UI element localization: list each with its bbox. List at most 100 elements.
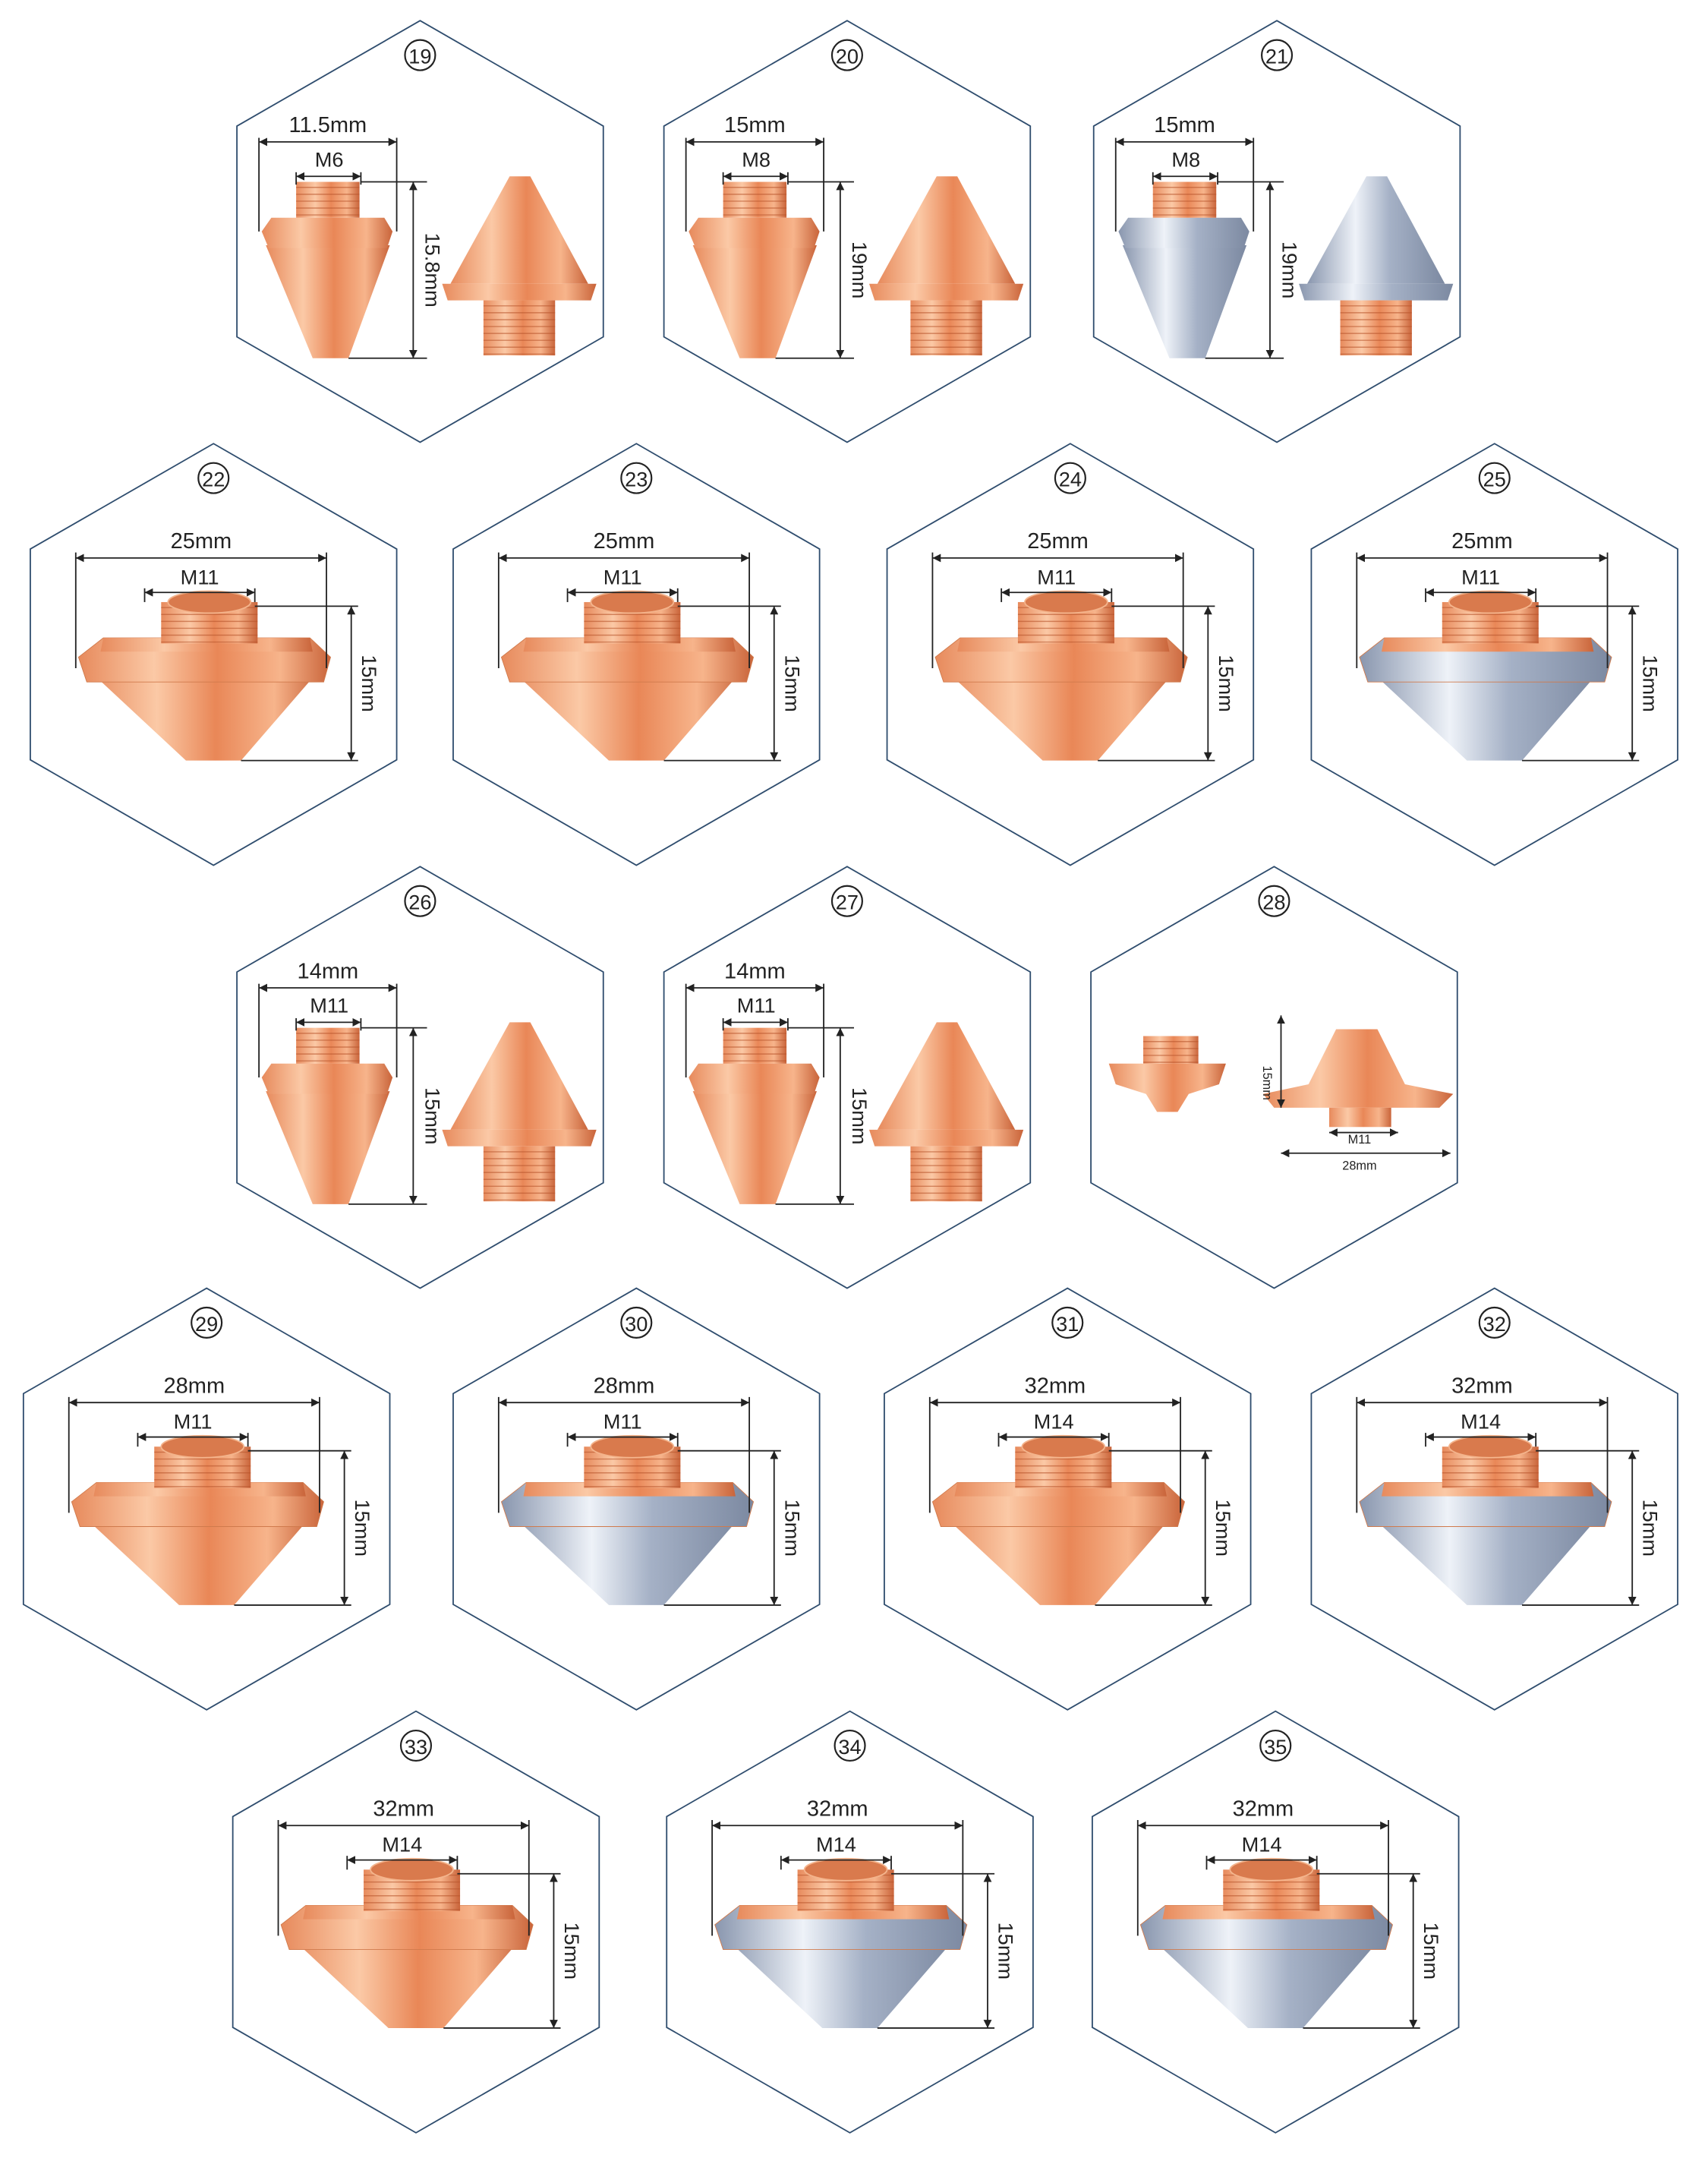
thread-label: M11 [603, 1410, 642, 1434]
hexagon [452, 1287, 821, 1711]
nozzle-card: 20 15mm M8 19mm [663, 20, 1032, 443]
nozzle-card: 29 28mm M11 15mm [22, 1287, 391, 1711]
item-number: 24 [1059, 468, 1082, 491]
height-label: 15mm [1215, 655, 1238, 712]
nozzle-cone [87, 668, 321, 761]
thread-label: M14 [382, 1833, 422, 1856]
hexagon [666, 1710, 1034, 2134]
nozzle-right-flange [868, 1129, 1024, 1147]
nozzle-left-flange [689, 1063, 820, 1094]
number-badge [1051, 1306, 1084, 1339]
number-badge [620, 462, 653, 494]
number-badge [1054, 462, 1086, 494]
item-number: 35 [1264, 1735, 1287, 1759]
width-label: 14mm [724, 959, 786, 983]
nozzle-card: 21 15mm M8 19mm [1092, 20, 1461, 443]
number-badge [197, 462, 230, 494]
nozzle-bore [803, 1857, 888, 1882]
nozzle-left-flange [261, 1063, 393, 1094]
thread-label: M11 [603, 565, 642, 588]
height-label: 15mm [421, 1087, 445, 1145]
height-label: 15mm [1260, 1066, 1274, 1100]
item-number: 21 [1265, 44, 1288, 68]
nozzle-card: 34 32mm M14 15mm [666, 1710, 1034, 2134]
thread-label: M11 [1461, 565, 1500, 588]
nozzle-right-cone [877, 1022, 1016, 1130]
nozzle-cone [723, 1935, 958, 2028]
hexagon [663, 20, 1032, 443]
thread-label: M8 [1171, 148, 1200, 172]
hexagon [1092, 1710, 1460, 2134]
nozzle-left-flange [261, 217, 393, 248]
nozzle-right-thread [910, 300, 982, 356]
nozzle-bore [167, 590, 252, 614]
width-label: 32mm [1025, 1374, 1086, 1398]
nozzle-bore [590, 1434, 675, 1459]
thread-label: M11 [310, 994, 348, 1017]
nozzle-top [957, 638, 1170, 652]
nozzle-top [303, 1905, 515, 1920]
nozzle-left [1108, 1063, 1226, 1112]
number-badge [404, 885, 436, 917]
nozzle-right-cone [450, 176, 588, 284]
number-badge [1478, 462, 1511, 494]
height-label: 15mm [994, 1923, 1018, 1980]
nozzle-right-cone [1306, 176, 1445, 284]
nozzle-card: 25 25mm M11 15mm [1310, 443, 1678, 866]
thread-label: M11 [1348, 1133, 1372, 1147]
hexagon [1092, 20, 1461, 443]
item-number: 23 [625, 468, 648, 491]
item-number: 26 [408, 891, 431, 914]
thread-label: M14 [1034, 1410, 1074, 1434]
width-label: 28mm [1342, 1159, 1376, 1173]
nozzle-bore [1448, 1434, 1533, 1459]
hexagon [884, 1287, 1252, 1711]
nozzle-left-flange [1118, 217, 1249, 248]
nozzle-top [1381, 638, 1594, 652]
width-label: 15mm [724, 113, 786, 137]
number-badge [404, 39, 436, 71]
hexagon [663, 866, 1032, 1289]
height-label: 15mm [560, 1923, 584, 1980]
nozzle-top [1162, 1905, 1375, 1920]
number-badge [620, 1306, 653, 1339]
nozzle-right-cone [450, 1022, 588, 1130]
nozzle-left-cone [266, 1091, 390, 1204]
nozzle-cone [1367, 1513, 1602, 1605]
nozzle-cone [289, 1935, 524, 2028]
thread-label: M14 [1461, 1410, 1501, 1434]
nozzle-right-flange [868, 283, 1024, 301]
nozzle-bore [1229, 1857, 1314, 1882]
height-label: 15mm [780, 1500, 804, 1557]
height-label: 19mm [1278, 241, 1301, 299]
item-number: 29 [195, 1312, 218, 1336]
nozzle-cone [80, 1513, 314, 1605]
nozzle-right-flange [442, 283, 597, 301]
height-label: 15mm [848, 1087, 871, 1145]
nozzle-card: 32 32mm M14 15mm [1310, 1287, 1678, 1711]
nozzle-cone [941, 1513, 1175, 1605]
number-badge [830, 885, 863, 917]
nozzle-top [93, 1482, 306, 1497]
number-badge [1478, 1306, 1511, 1339]
hexagon [452, 443, 821, 866]
nozzle-card: 33 32mm M14 15mm [232, 1710, 600, 2134]
item-number: 32 [1483, 1312, 1506, 1336]
number-badge [1261, 39, 1294, 71]
nozzle-top [100, 638, 313, 652]
width-label: 15mm [1154, 113, 1215, 137]
nozzle-bore [370, 1857, 454, 1882]
thread-label: M8 [742, 148, 770, 172]
nozzle-bore [590, 590, 675, 614]
item-number: 25 [1483, 468, 1506, 491]
height-label: 15mm [1639, 655, 1662, 712]
number-badge [399, 1729, 433, 1762]
nozzle-right-flange [442, 1129, 597, 1147]
item-number: 19 [408, 44, 431, 68]
thread-label: M11 [181, 565, 219, 588]
item-number: 30 [625, 1312, 648, 1336]
nozzle-card: 19 11.5mm M6 15.8mm [236, 20, 604, 443]
nozzle-top [954, 1482, 1167, 1497]
